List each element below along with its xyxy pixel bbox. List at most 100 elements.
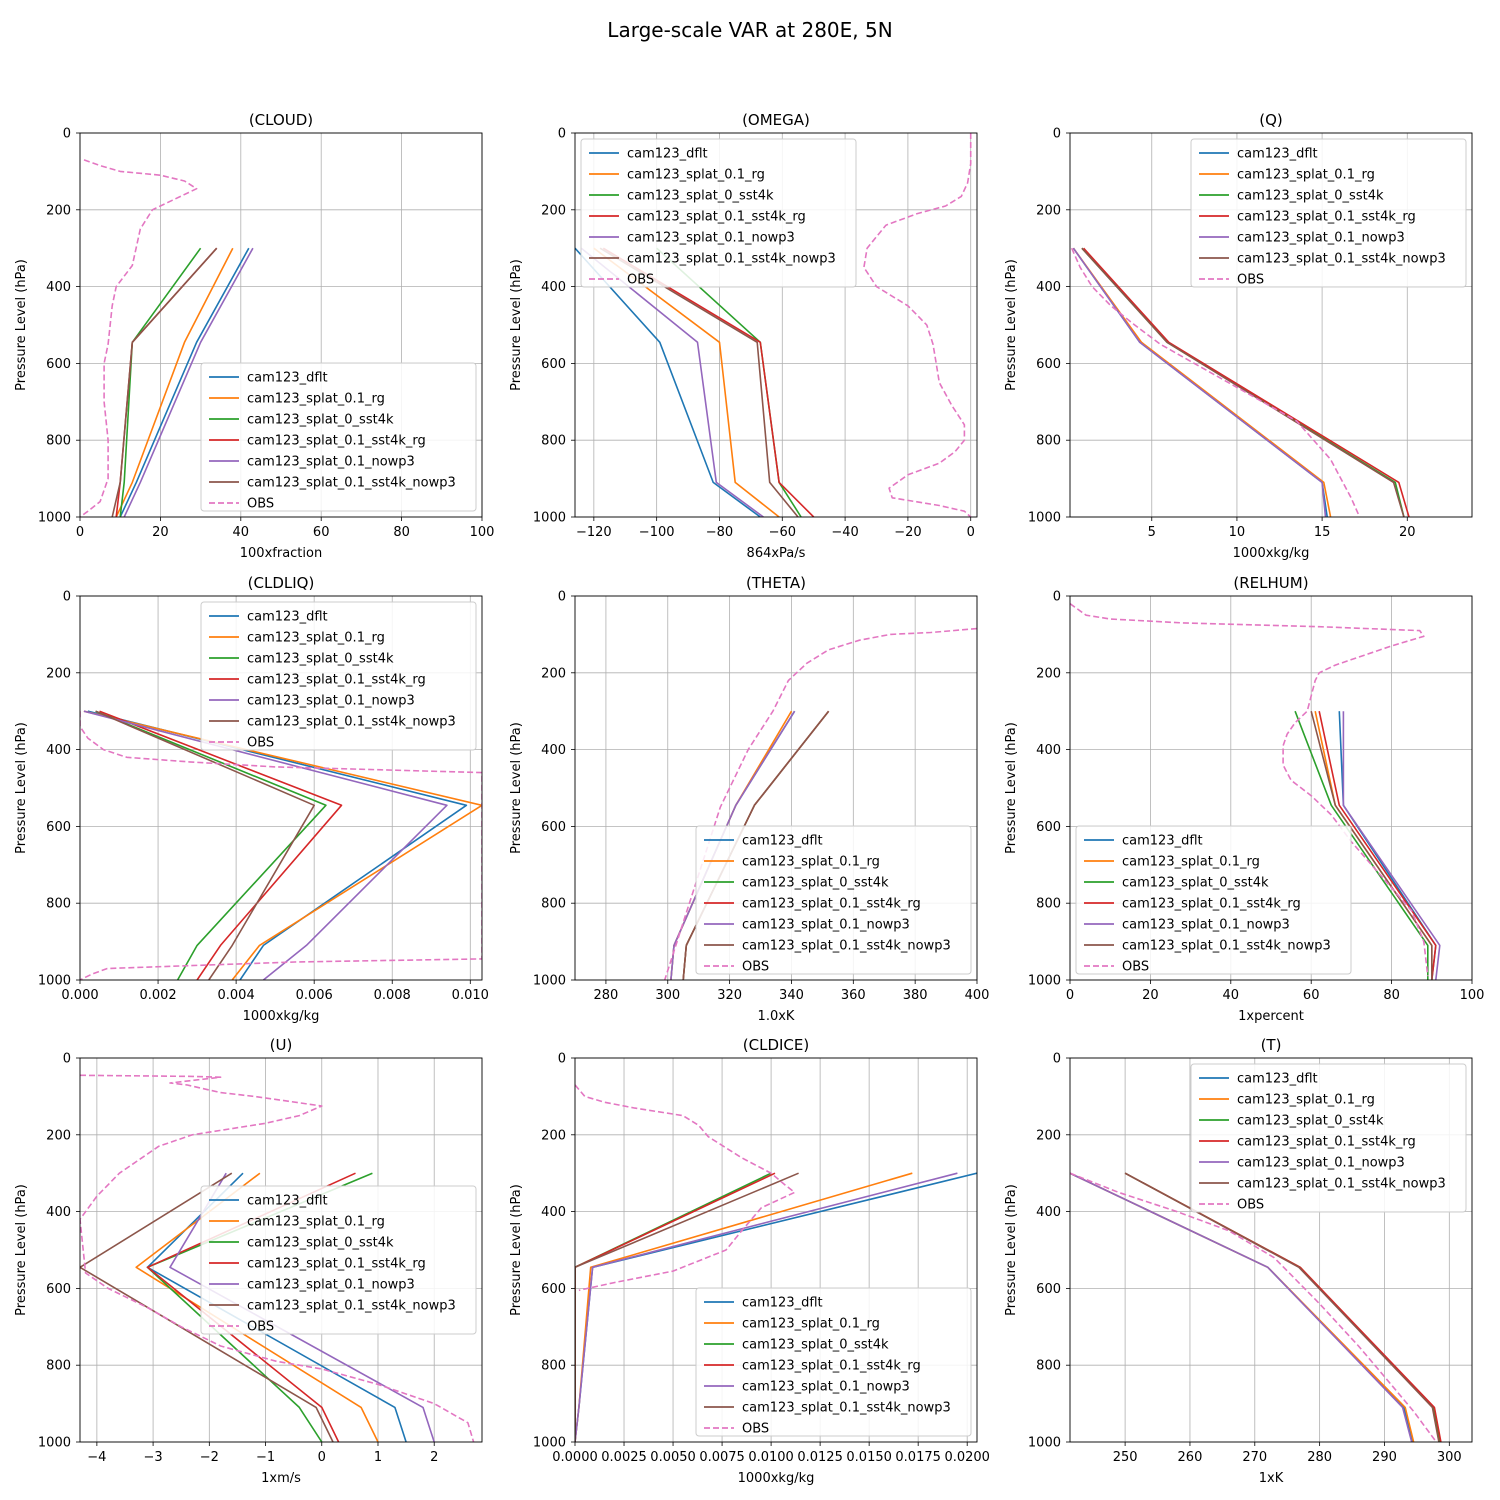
legend: cam123_dflt cam123_splat_0.1_rg cam123_spl…: [695, 1287, 972, 1437]
y-tick-label: 400: [541, 1205, 566, 1220]
series-line-cam123_splat_0.1_nowp3: [123, 247, 254, 517]
legend-box: [200, 601, 477, 751]
legend-label: OBS: [1122, 960, 1149, 975]
series-line-cam123_splat_0.1_sst4k_nowp3: [95, 710, 316, 980]
y-tick-label: 600: [1036, 820, 1061, 835]
axes-frame: [1069, 1057, 1473, 1443]
series-lines: [1070, 1172, 1442, 1442]
legend-label: cam123_splat_0.1_nowp3: [627, 231, 795, 246]
x-tick-label: 0.0075: [699, 1450, 745, 1465]
y-axis-label: Pressure Level (hPa): [14, 1184, 29, 1316]
y-tick-label: 800: [46, 1359, 71, 1374]
x-tick-label: 20: [1399, 525, 1416, 540]
y-tick-label: 0: [63, 590, 71, 605]
series-lines: [80, 710, 482, 980]
legend-box: [1075, 825, 1352, 975]
legend-label: cam123_splat_0.1_rg: [742, 1317, 880, 1332]
x-tick-label: 380: [903, 988, 928, 1003]
series-lines: [1070, 603, 1441, 980]
y-tick-label: 0: [558, 1052, 566, 1067]
series-line-cam123_splat_0_sst4k: [575, 1172, 772, 1442]
x-tick-label: 400: [965, 988, 990, 1003]
x-axis-label: 864xPa/s: [747, 546, 806, 561]
legend: cam123_dflt cam123_splat_0.1_rg cam123_spl…: [200, 1185, 477, 1335]
series-lines: [1070, 247, 1410, 517]
y-tick-label: 400: [46, 280, 71, 295]
legend: cam123_dflt cam123_splat_0.1_rg cam123_spl…: [1190, 1063, 1467, 1213]
legend-label: cam123_splat_0.1_sst4k_rg: [1237, 210, 1416, 225]
axes-frame: [574, 1057, 978, 1443]
series-line-cam123_splat_0.1_nowp3: [1070, 1172, 1413, 1442]
y-tick-label: 400: [1036, 280, 1061, 295]
x-tick-label: 0.008: [374, 988, 411, 1003]
series-line-cam123_dflt: [575, 247, 761, 517]
y-tick-label: 200: [46, 666, 71, 681]
series-line-OBS: [80, 711, 482, 980]
x-tick-label: 0.0175: [895, 1450, 941, 1465]
x-tick-label: 280: [594, 988, 619, 1003]
x-tick-label: −20: [894, 525, 921, 540]
legend-label: cam123_splat_0.1_sst4k_rg: [742, 1359, 921, 1374]
x-tick-label: 290: [1372, 1450, 1397, 1465]
subplot-1: 0 20 40 60 80 10002004006008001000(CLOUD)100x…: [14, 111, 494, 561]
x-tick-label: 60: [313, 525, 330, 540]
axes-frame: [1069, 132, 1473, 518]
series-line-cam123_dflt: [87, 710, 468, 980]
x-tick-label: −40: [831, 525, 858, 540]
axes-frame: [79, 132, 483, 518]
legend-label: cam123_dflt: [247, 371, 328, 386]
legend-label: OBS: [247, 1320, 274, 1335]
y-tick-label: 800: [541, 1359, 566, 1374]
y-tick-label: 1000: [38, 974, 71, 989]
y-tick-label: 800: [1036, 1359, 1061, 1374]
x-tick-label: 0.000: [61, 988, 98, 1003]
x-tick-label: 280: [1307, 1450, 1332, 1465]
legend-box: [1190, 1063, 1467, 1213]
legend: cam123_dflt cam123_splat_0.1_rg cam123_spl…: [580, 138, 857, 288]
y-tick-label: 200: [46, 203, 71, 218]
y-tick-label: 800: [541, 897, 566, 912]
series-line-cam123_splat_0.1_sst4k_rg: [99, 710, 343, 980]
y-tick-label: 400: [1036, 1205, 1061, 1220]
legend-label: cam123_splat_0_sst4k: [1237, 1114, 1384, 1129]
series-line-OBS: [1070, 247, 1361, 517]
series-line-OBS: [1070, 1172, 1437, 1442]
subplot-7: −4 −3 −2 −1 0 1 2 0 200 400 600 800 1000 (U) 1xm/s Pres…: [14, 1036, 483, 1486]
subplot-grid: 0 20 40 60 80 10002004006008001000(CLOUD)100x…: [14, 111, 1484, 1486]
x-tick-label: 80: [393, 525, 410, 540]
subplot-title: (CLDLIQ): [248, 574, 315, 592]
series-line-cam123_splat_0.1_nowp3: [1342, 711, 1441, 980]
x-tick-label: −100: [639, 525, 675, 540]
y-tick-label: 400: [1036, 743, 1061, 758]
legend-label: cam123_splat_0.1_sst4k_nowp3: [247, 715, 456, 730]
legend-label: cam123_dflt: [1237, 1072, 1318, 1087]
legend-label: cam123_splat_0.1_sst4k_rg: [1122, 897, 1301, 912]
x-axis-label: 1xpercent: [1238, 1009, 1304, 1024]
legend-label: cam123_splat_0.1_sst4k_nowp3: [742, 1401, 951, 1416]
legend-label: OBS: [1237, 1198, 1264, 1213]
x-tick-label: 0.002: [139, 988, 176, 1003]
legend-label: cam123_splat_0.1_sst4k_rg: [1237, 1135, 1416, 1150]
x-axis-label: 1.0xK: [758, 1009, 795, 1024]
legend-label: cam123_dflt: [1237, 147, 1318, 162]
x-tick-label: 0.0200: [944, 1450, 990, 1465]
x-tick-label: 5: [1148, 525, 1156, 540]
series-line-cam123_splat_0_sst4k: [95, 710, 327, 980]
x-tick-label: 1: [374, 1450, 382, 1465]
x-axis-label: 100xfraction: [240, 546, 322, 561]
series-line-cam123_splat_0_sst4k: [1294, 710, 1429, 980]
subplot-4: 0.000 0.002 0.004 0.006 0.008 0.010 0 200 400 600…: [14, 574, 489, 1024]
y-tick-label: 800: [1036, 897, 1061, 912]
series-line-OBS: [80, 159, 198, 517]
x-tick-label: 260: [1178, 1450, 1203, 1465]
x-tick-label: 0: [76, 525, 84, 540]
legend-label: cam123_splat_0.1_nowp3: [1122, 918, 1290, 933]
x-tick-label: 20: [1142, 988, 1159, 1003]
x-tick-label: 320: [717, 988, 742, 1003]
x-axis-label: 1000xkg/kg: [1233, 546, 1310, 561]
x-tick-label: 100: [1460, 988, 1485, 1003]
series-lines: [575, 1084, 977, 1442]
x-tick-label: 360: [841, 988, 866, 1003]
y-tick-label: 200: [541, 666, 566, 681]
